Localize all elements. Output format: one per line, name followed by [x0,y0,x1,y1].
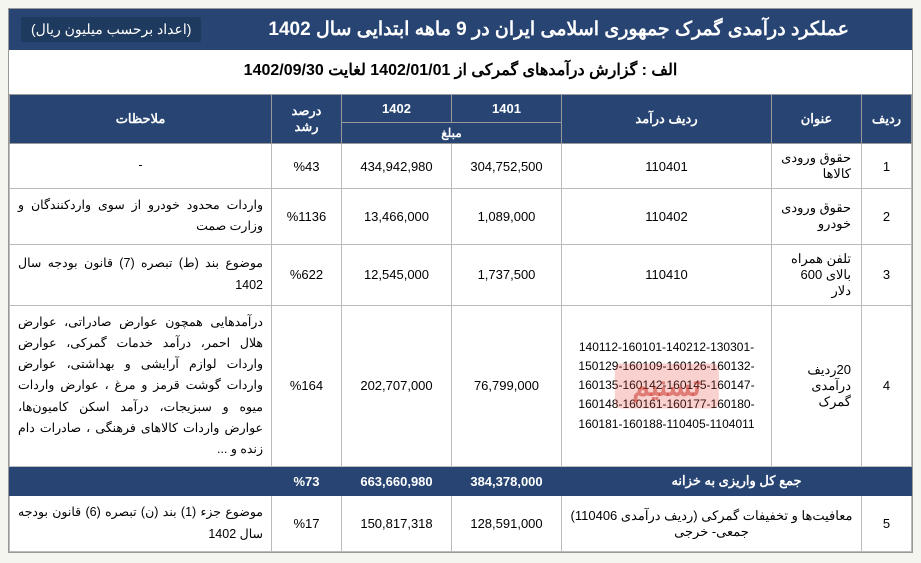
cell-1402: 150,817,318 [342,496,452,552]
cell-growth: %43 [272,144,342,189]
cell-remarks: درآمدهایی همچون عوارض صادراتی، عوارض هلا… [10,305,272,467]
col-amount-sub: مبلغ [342,123,562,144]
cell-1402: 434,942,980 [342,144,452,189]
subtitle: الف : گزارش درآمدهای گمرکی از 1402/01/01… [9,50,912,94]
cell-title: حقوق ورودی کالاها [772,144,862,189]
cell-remarks: موضوع جزء (1) بند (ن) تبصره (6) قانون بو… [10,496,272,552]
cell-growth: %17 [272,496,342,552]
col-1402: 1402 [342,95,452,123]
cell-1401: 128,591,000 [452,496,562,552]
cell-income-row: 110402 [562,189,772,245]
cell-no: 1 [862,144,912,189]
total-1402: 663,660,980 [342,467,452,496]
table-row: 1 حقوق ورودی کالاها 110401 304,752,500 4… [10,144,912,189]
cell-title: تلفن همراه بالای 600 دلار [772,244,862,305]
cell-income-row: 110401 [562,144,772,189]
cell-1402: 13,466,000 [342,189,452,245]
cell-growth: %1136 [272,189,342,245]
cell-remarks: موضوع بند (ط) تبصره (7) قانون بودجه سال … [10,244,272,305]
cell-title: معافیت‌ها و تخفیفات گمرکی (ردیف درآمدی 1… [562,496,862,552]
cell-income-row: 140112-160101-140212-130301-150129-16010… [562,305,772,467]
cell-title: 20ردیف درآمدی گمرک [772,305,862,467]
col-title: عنوان [772,95,862,144]
cell-1401: 1,737,500 [452,244,562,305]
cell-growth: %622 [272,244,342,305]
income-codes: 140112-160101-140212-130301-150129-16010… [568,338,765,434]
col-rowno: ردیف [862,95,912,144]
cell-remarks: واردات محدود خودرو از سوی واردکنندگان و … [10,189,272,245]
col-income-row: ردیف درآمد [562,95,772,144]
cell-no: 5 [862,496,912,552]
table-row: 4 20ردیف درآمدی گمرک 140112-160101-14021… [10,305,912,467]
income-table: ردیف عنوان ردیف درآمد 1401 1402 درصد رشد… [9,94,912,552]
cell-title: حقوق ورودی خودرو [772,189,862,245]
col-1401: 1401 [452,95,562,123]
cell-1401: 1,089,000 [452,189,562,245]
col-remarks: ملاحظات [10,95,272,144]
cell-income-row: 110410 [562,244,772,305]
total-row: جمع کل واریزی به خزانه 384,378,000 663,6… [10,467,912,496]
col-growth: درصد رشد [272,95,342,144]
total-remarks [10,467,272,496]
cell-1402: 202,707,000 [342,305,452,467]
title-bar: عملکرد درآمدی گمرک جمهوری اسلامی ایران د… [9,9,912,50]
cell-no: 4 [862,305,912,467]
table-row: 5 معافیت‌ها و تخفیفات گمرکی (ردیف درآمدی… [10,496,912,552]
cell-1401: 76,799,000 [452,305,562,467]
total-label: جمع کل واریزی به خزانه [562,467,912,496]
cell-1402: 12,545,000 [342,244,452,305]
cell-no: 3 [862,244,912,305]
total-1401: 384,378,000 [452,467,562,496]
cell-no: 2 [862,189,912,245]
cell-1401: 304,752,500 [452,144,562,189]
total-growth: %73 [272,467,342,496]
report-page: عملکرد درآمدی گمرک جمهوری اسلامی ایران د… [8,8,913,553]
cell-growth: %164 [272,305,342,467]
cell-remarks: - [10,144,272,189]
unit-note: (اعداد برحسب میلیون ریال) [21,17,201,42]
page-title: عملکرد درآمدی گمرک جمهوری اسلامی ایران د… [217,18,900,41]
table-row: 2 حقوق ورودی خودرو 110402 1,089,000 13,4… [10,189,912,245]
table-row: 3 تلفن همراه بالای 600 دلار 110410 1,737… [10,244,912,305]
